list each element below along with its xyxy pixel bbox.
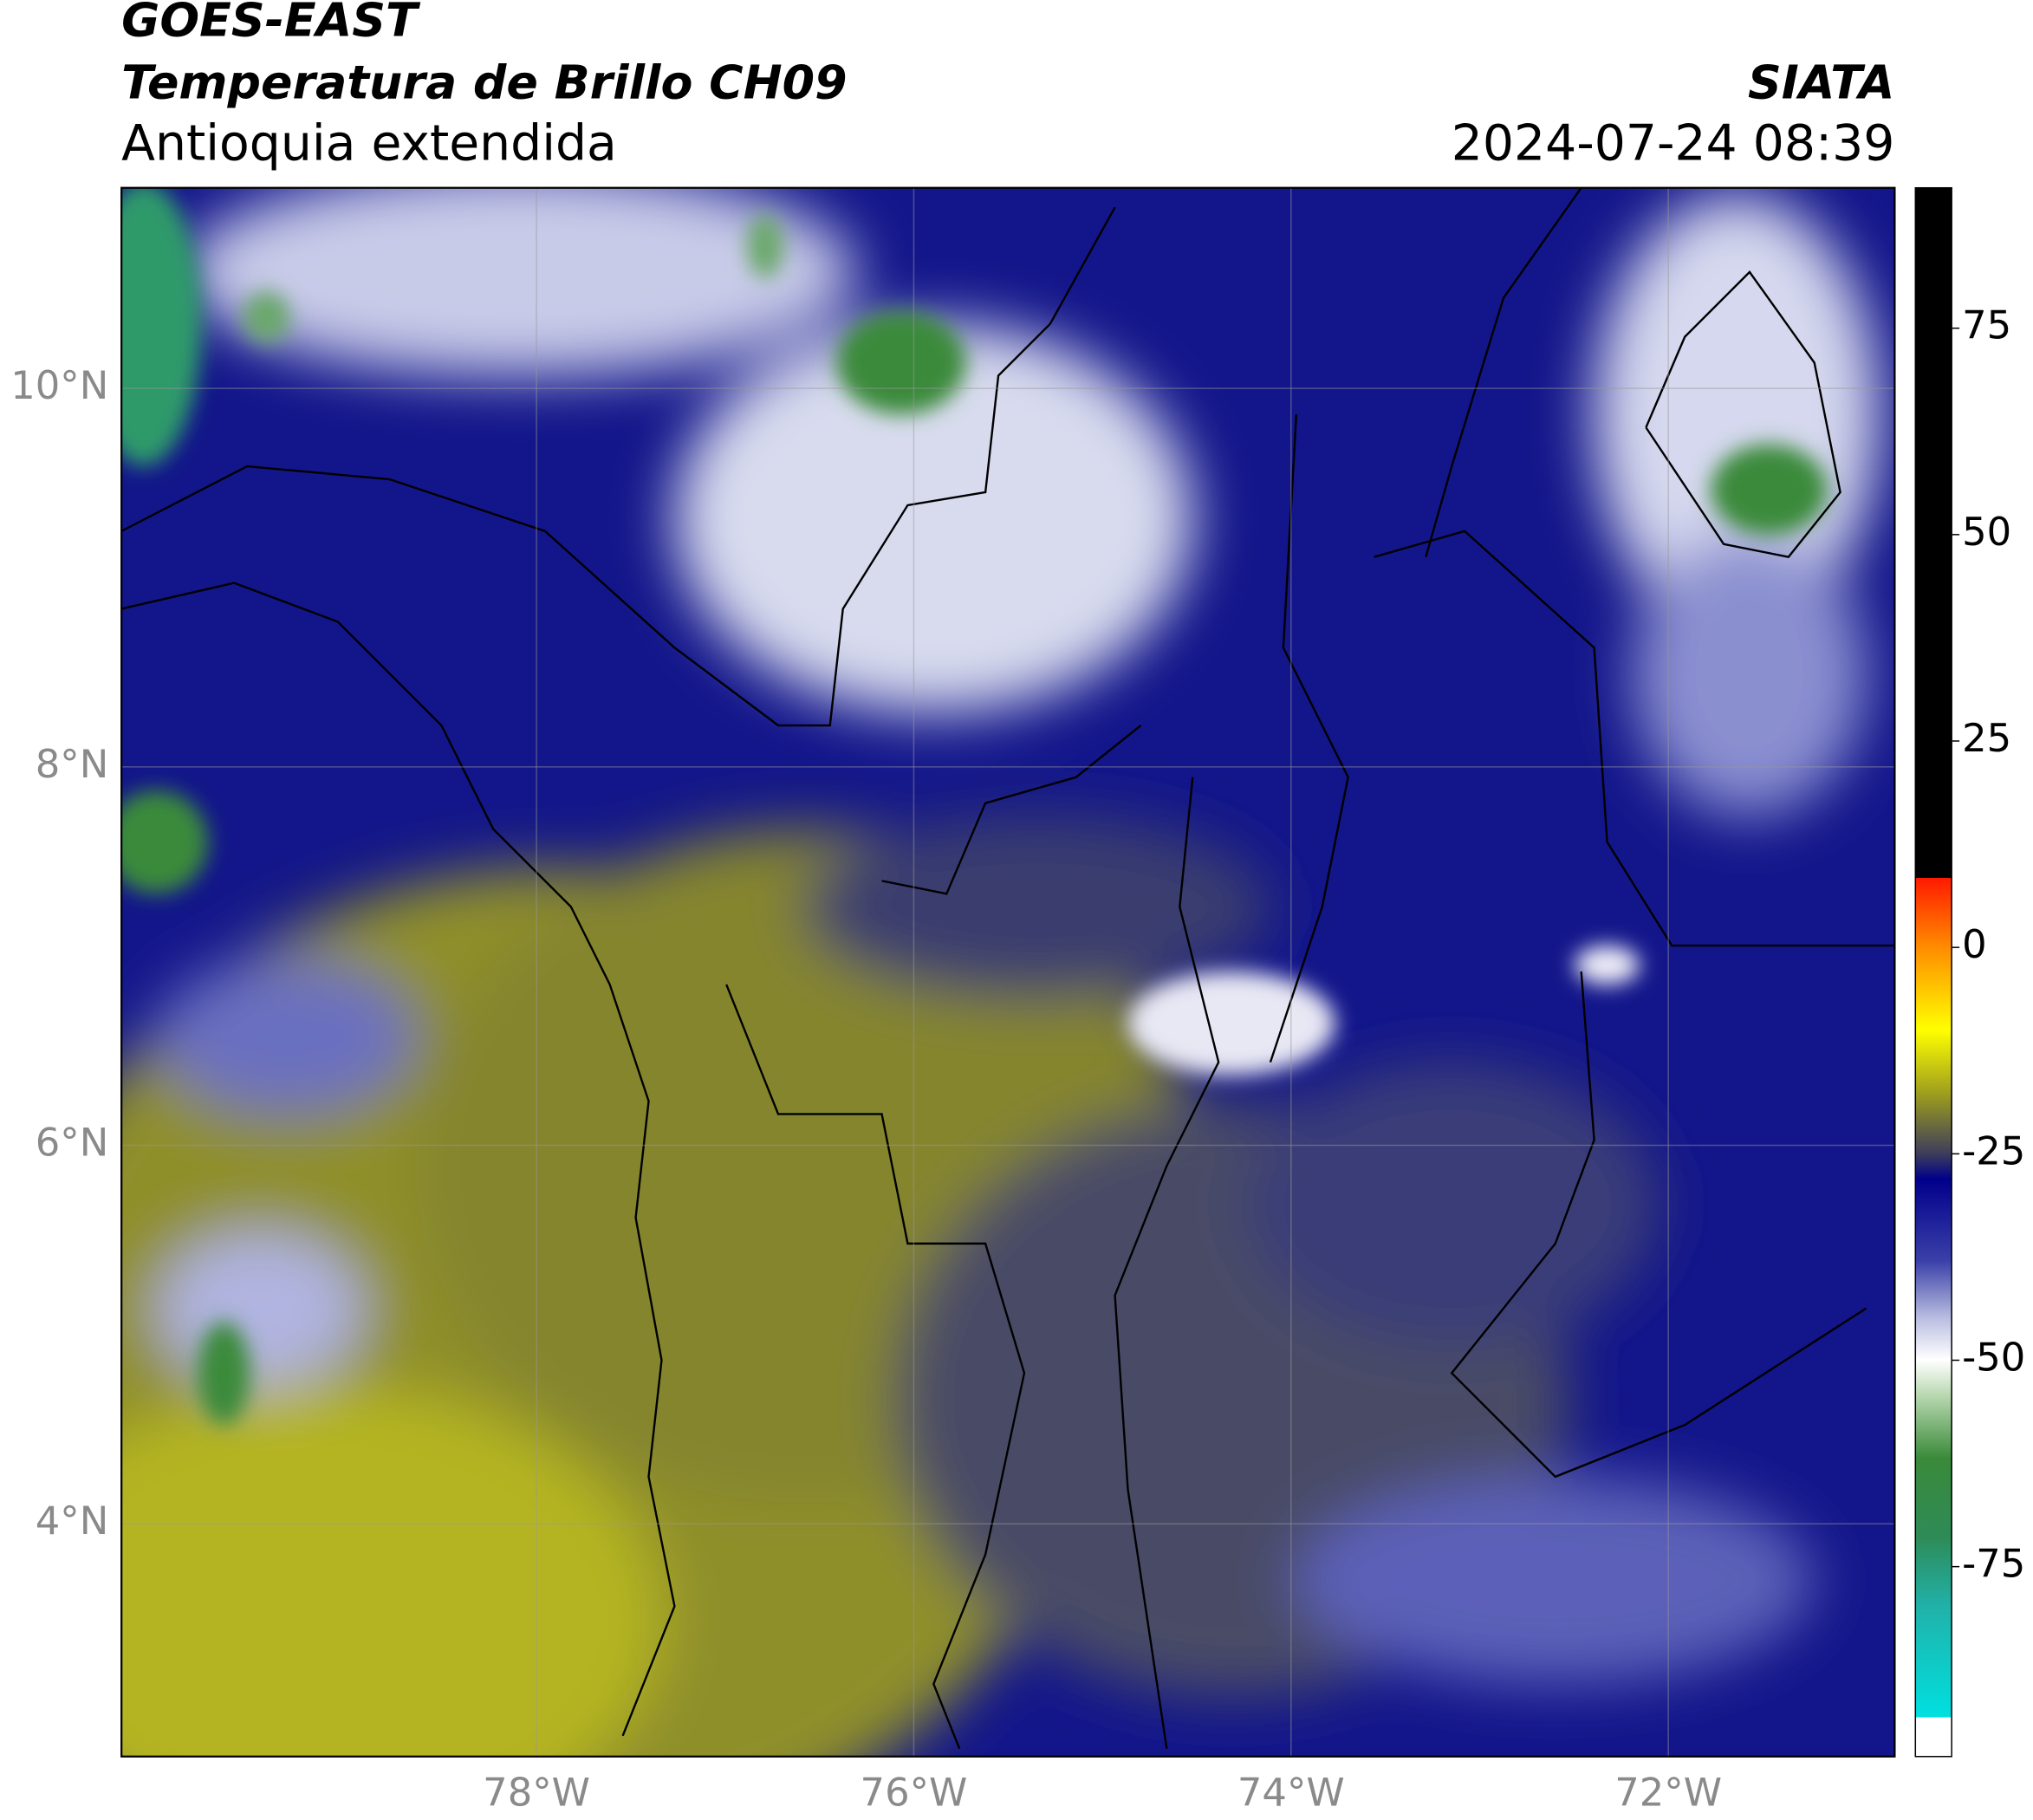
colorbar xyxy=(1914,186,1952,1758)
colorbar-tick-label: 50 xyxy=(1962,509,2011,555)
source: SIATA xyxy=(1748,55,1894,109)
grid xyxy=(121,187,1895,1757)
x-tick-label: 78°W xyxy=(483,1770,590,1816)
colorbar-tick-label: 25 xyxy=(1962,715,2011,761)
colorbar-tick-label: -75 xyxy=(1962,1541,2025,1587)
colorbar-tick-label: -25 xyxy=(1962,1128,2025,1173)
y-tick-label: 6°N xyxy=(36,1120,108,1166)
datetime: 2024-07-24 08:39 xyxy=(1452,115,1895,172)
y-tick-label: 10°N xyxy=(10,362,108,408)
satellite-image xyxy=(121,187,1895,1757)
borders xyxy=(121,187,1895,1750)
y-tick-label: 8°N xyxy=(36,741,108,787)
x-tick-label: 76°W xyxy=(861,1770,968,1816)
title: GOES-EAST xyxy=(121,0,421,48)
colorbar-tick-label: 75 xyxy=(1962,302,2011,348)
map-frame xyxy=(120,186,1896,1758)
y-tick-label: 4°N xyxy=(36,1498,108,1544)
colorbar-tick-label: 0 xyxy=(1962,921,1987,967)
colorbar-tick-label: -50 xyxy=(1962,1334,2025,1380)
x-tick-label: 72°W xyxy=(1614,1770,1722,1816)
region: Antioquia extendida xyxy=(121,115,617,172)
subtitle: Temperatura de Brillo CH09 xyxy=(121,55,847,109)
x-tick-label: 74°W xyxy=(1237,1770,1345,1816)
